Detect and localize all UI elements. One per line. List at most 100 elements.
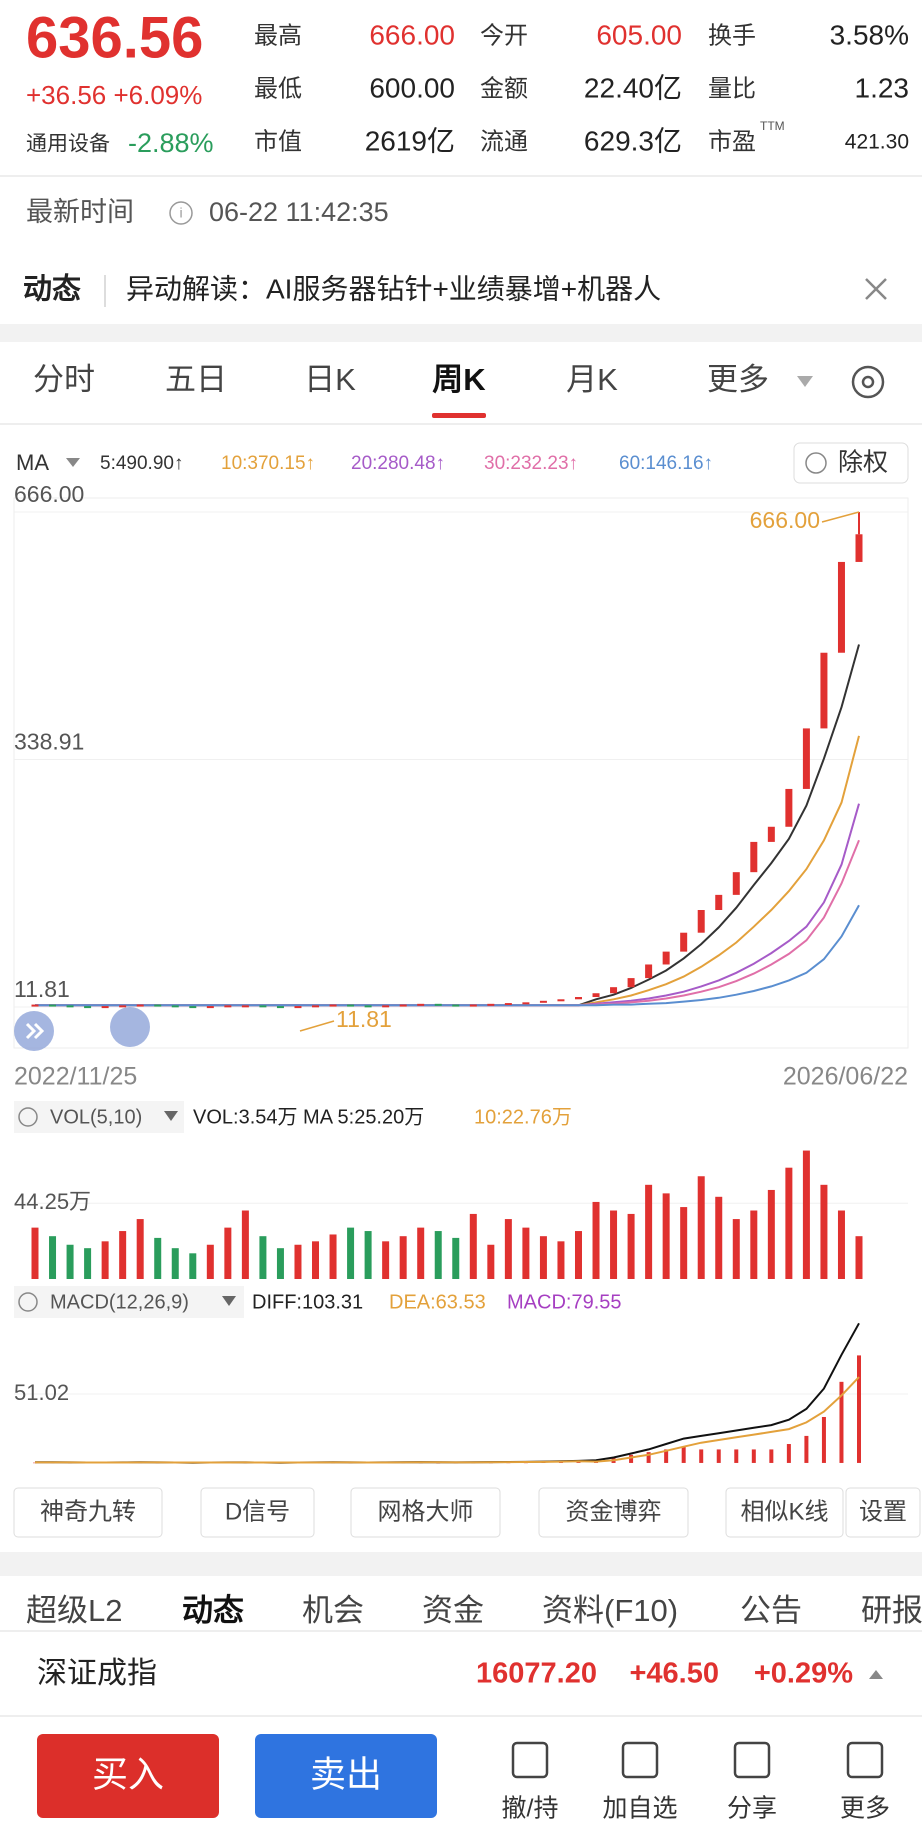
close-icon[interactable] [865,278,887,300]
candle [119,1005,127,1008]
candle [382,1005,390,1008]
candle [241,1005,249,1008]
candle [855,534,863,562]
candle [259,1005,267,1008]
chart-frame [13,497,909,1049]
candle [136,1004,144,1007]
bottom-tab[interactable]: 动态 [182,1593,244,1628]
action-icon[interactable] [846,1741,884,1779]
tool-button[interactable] [725,1487,844,1538]
buy-button[interactable] [37,1734,219,1818]
candle [347,1004,355,1007]
dropdown[interactable] [66,458,80,467]
action-icons: 撤/持 加自选 分享 更多 [502,1741,890,1823]
expand-icon[interactable] [869,1670,883,1679]
stat-value: 421.30 [845,131,909,154]
action-icon[interactable] [511,1741,549,1779]
candle [417,1003,425,1006]
tab[interactable]: 五日 [165,362,227,397]
info-icon[interactable] [169,201,193,225]
bottom-tab[interactable]: 机会 [302,1593,364,1628]
bottom-tab[interactable]: 资料(F10) [542,1593,678,1628]
volume-bar [539,1236,547,1279]
tool-button[interactable] [200,1487,315,1538]
bottom-tab[interactable]: 研报 [861,1593,922,1628]
volume-bar [136,1219,144,1279]
bottom-tab[interactable]: 资金 [422,1593,484,1628]
vol-button-label: VOL(5,10) [50,1106,142,1128]
volume-bar [487,1244,495,1279]
stat-label: 量比 [708,75,756,102]
action-label: 加自选 [602,1795,677,1823]
macd-bar [681,1446,686,1463]
candle [610,987,618,994]
stat-label: 市盈 [708,128,756,155]
vol-button[interactable] [14,1101,184,1133]
action-label: 撤/持 [502,1795,559,1823]
bottom-tab[interactable]: 超级L2 [26,1593,122,1628]
ma-label: MA [16,450,49,475]
candle [750,841,758,873]
stat-label: 最高 [254,22,302,49]
index-value: 16077.20 [476,1658,597,1690]
tool-button[interactable] [845,1487,921,1538]
candle [312,1005,320,1008]
candle [662,951,670,965]
macd-bar [629,1454,634,1463]
tab[interactable]: 月K [566,362,618,397]
dropdown [164,1111,178,1121]
volume-bar [276,1248,284,1279]
adjust-button[interactable] [793,442,909,484]
diff-line [35,1322,860,1464]
volume-bar [241,1210,249,1279]
volume-bar [627,1213,635,1279]
vol-legend-ma10: 10:22.76万 [474,1106,572,1128]
y-tick-label: 11.81 [14,976,70,1002]
volume-bar [855,1236,863,1279]
ma-line [35,735,860,1007]
zoom-button[interactable] [110,1007,150,1047]
volume-bar [189,1253,197,1279]
tab[interactable]: 日K [304,362,356,397]
gear[interactable] [851,365,885,399]
tool-label: D信号 [225,1498,290,1525]
volume-bar [504,1219,512,1279]
stat-label: 最低 [254,75,302,102]
bottom-tab[interactable]: 公告 [740,1593,802,1628]
action-icon[interactable] [621,1741,659,1779]
action-icon[interactable] [733,1741,771,1779]
stat-value: 3.58% [830,19,909,50]
tool-button[interactable] [538,1487,689,1538]
macd-bar [821,1416,826,1463]
tab[interactable]: 周K [432,362,486,397]
index-percent: +0.29% [754,1658,853,1690]
candle [820,652,828,729]
macd-button[interactable] [14,1286,244,1318]
dea-label: DEA:63.53 [389,1291,486,1313]
tab[interactable]: 分时 [33,362,95,397]
x-start: 2022/11/25 [14,1063,137,1091]
diff-label: DIFF:103.31 [252,1291,363,1313]
stat-label: 市值 [254,128,302,155]
update-time: 06-22 11:42:35 [209,197,389,227]
volume-bar [837,1210,845,1279]
candle [645,964,653,979]
stat-value: 629.3亿 [584,125,682,156]
tab[interactable]: 更多 [707,362,769,397]
sell-label: 卖出 [310,1754,382,1795]
tool-button[interactable] [13,1487,163,1538]
candle [49,1004,57,1007]
volume-bar [645,1184,653,1279]
volume-bar [592,1201,600,1279]
settings-icon[interactable] [851,365,885,399]
sell-button[interactable] [255,1734,437,1818]
high-annotation: 666.00 [750,507,820,533]
volume-bar [31,1227,39,1279]
stat-label: 换手 [708,22,756,49]
candle [171,1005,179,1008]
candle [592,993,600,998]
buy-label: 买入 [92,1754,164,1795]
volume-bar [382,1241,390,1279]
tool-button[interactable] [350,1487,501,1538]
news-text[interactable]: 异动解读：AI服务器钻针+业绩暴增+机器人 [126,273,661,304]
